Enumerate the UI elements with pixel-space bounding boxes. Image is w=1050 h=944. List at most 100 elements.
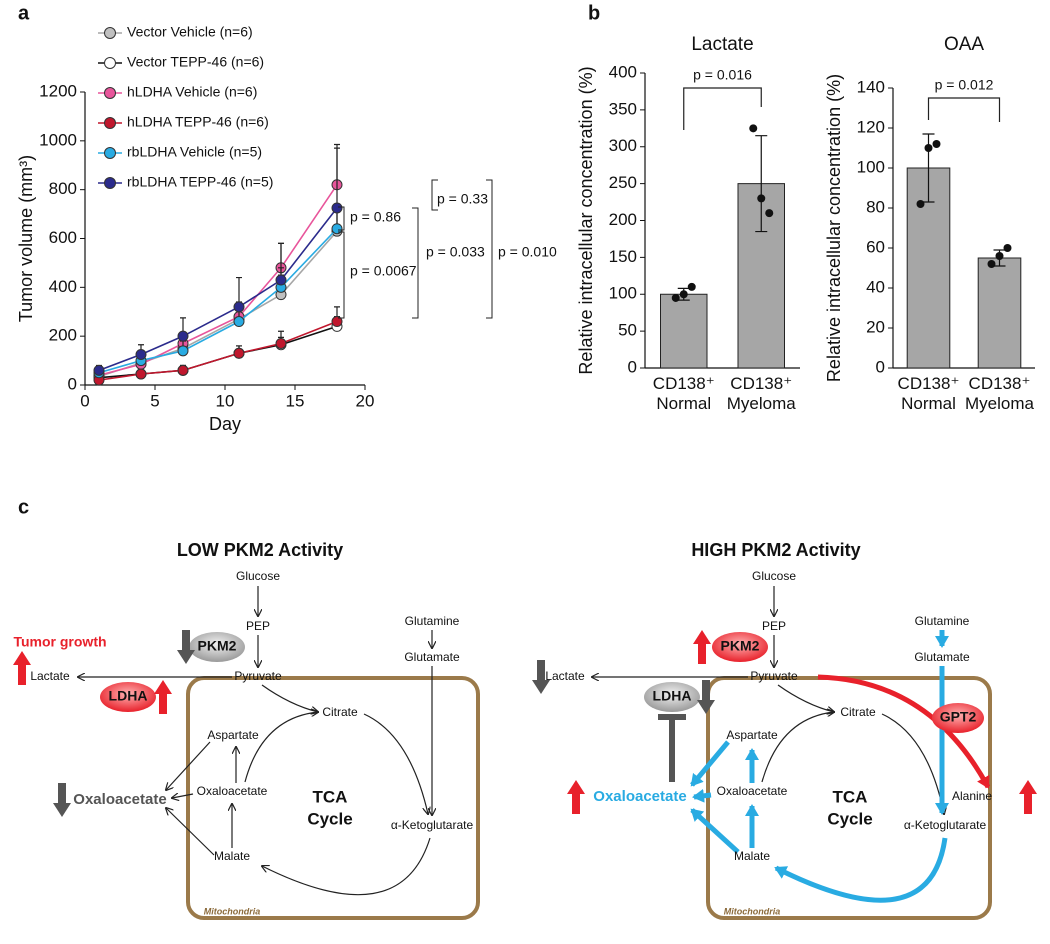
y-tick-label: 1200 bbox=[39, 81, 77, 100]
diagram-label: Aspartate bbox=[726, 728, 778, 742]
series-line bbox=[98, 320, 338, 381]
data-point bbox=[757, 194, 766, 203]
data-point bbox=[331, 202, 343, 214]
legend-marker bbox=[104, 147, 116, 159]
diagram-label: Malate bbox=[214, 849, 250, 863]
bar bbox=[977, 257, 1022, 369]
series-line bbox=[98, 184, 338, 377]
data-point bbox=[93, 364, 105, 376]
y-tick-label: 140 bbox=[857, 77, 885, 96]
diagram-label: Glutamate bbox=[404, 650, 460, 664]
y-tick-label: 0 bbox=[628, 357, 637, 376]
data-point bbox=[671, 293, 680, 302]
legend-label: hLDHA Vehicle (n=6) bbox=[127, 84, 257, 100]
data-point bbox=[932, 140, 941, 148]
data-point bbox=[177, 345, 189, 357]
legend-label: rbLDHA Vehicle (n=5) bbox=[127, 144, 262, 160]
legend-label: hLDHA TEPP-46 (n=6) bbox=[127, 114, 269, 130]
diagram-label: Pyruvate bbox=[234, 669, 282, 683]
x-tick-label: 15 bbox=[286, 391, 305, 410]
y-tick-label: 50 bbox=[618, 321, 637, 340]
data-point bbox=[987, 260, 996, 268]
data-point bbox=[995, 252, 1004, 260]
data-point bbox=[1003, 244, 1012, 252]
diagram-label: Glucose bbox=[236, 569, 280, 583]
data-point bbox=[177, 364, 189, 376]
enzyme bbox=[932, 703, 984, 733]
x-axis-label: Day bbox=[209, 414, 241, 434]
diagram-label: PEP bbox=[762, 619, 786, 633]
significance-bracket bbox=[431, 179, 438, 211]
diagram-label: Tumor growth bbox=[13, 634, 106, 650]
y-tick-label: 400 bbox=[49, 277, 77, 296]
x-tick-label: CD138⁺ Myeloma bbox=[965, 374, 1034, 413]
low-arrows bbox=[78, 586, 432, 896]
y-tick-label: 100 bbox=[857, 157, 885, 176]
data-point bbox=[135, 368, 147, 380]
legend-label: rbLDHA TEPP-46 (n=5) bbox=[127, 174, 273, 190]
enzyme bbox=[644, 682, 700, 712]
series-line bbox=[98, 228, 338, 374]
legend-marker bbox=[104, 87, 116, 99]
y-axis-label: Relative intracellular concentration (%) bbox=[576, 66, 596, 374]
diagram-label: Oxaloacetate bbox=[197, 784, 268, 798]
series-line bbox=[98, 325, 338, 379]
y-tick-label: 200 bbox=[49, 326, 77, 345]
chart-title: Lactate bbox=[691, 34, 753, 55]
diagram-label: HIGH PKM2 Activity bbox=[691, 540, 860, 560]
significance-bracket bbox=[338, 206, 345, 231]
diagram-label: Oxaloacetate bbox=[593, 788, 686, 805]
x-tick-label: CD138⁺ Normal bbox=[897, 374, 960, 413]
significance-bracket bbox=[338, 231, 345, 319]
y-tick-label: 20 bbox=[866, 317, 885, 336]
y-tick-label: 80 bbox=[866, 197, 885, 216]
x-tick-label: 10 bbox=[216, 391, 235, 410]
panel-label: b bbox=[588, 2, 600, 24]
enzyme bbox=[189, 632, 245, 662]
diagram-label: Lactate bbox=[545, 669, 585, 683]
y-tick-label: 100 bbox=[609, 284, 637, 303]
y-tick-label: 120 bbox=[857, 117, 885, 136]
high-arrows bbox=[592, 586, 991, 903]
significance-bracket bbox=[683, 87, 762, 130]
legend-label: Vector TEPP-46 (n=6) bbox=[127, 54, 264, 70]
diagram-label: Pyruvate bbox=[750, 669, 798, 683]
panel-label: a bbox=[18, 2, 30, 24]
significance-bracket bbox=[486, 179, 493, 319]
legend-marker bbox=[104, 177, 116, 189]
diagram-label: PEP bbox=[246, 619, 270, 633]
diagram-label: LOW PKM2 Activity bbox=[177, 540, 343, 560]
y-tick-label: 0 bbox=[876, 357, 885, 376]
data-point bbox=[135, 348, 147, 360]
trend-arrow bbox=[13, 651, 31, 685]
diagram-label: Glucose bbox=[752, 569, 796, 583]
y-tick-label: 600 bbox=[49, 228, 77, 247]
data-point bbox=[749, 124, 758, 133]
data-point bbox=[331, 223, 343, 235]
y-tick-label: 400 bbox=[609, 62, 637, 81]
enzyme bbox=[712, 632, 768, 662]
y-tick-label: 150 bbox=[609, 247, 637, 266]
p-value: p = 0.33 bbox=[437, 191, 488, 207]
legend-marker bbox=[104, 27, 116, 39]
y-tick-label: 40 bbox=[866, 277, 885, 296]
y-tick-label: 250 bbox=[609, 173, 637, 192]
legend-marker bbox=[104, 57, 116, 69]
diagram-label: Oxaloacetate bbox=[717, 784, 788, 798]
mitochondrion bbox=[186, 676, 480, 920]
data-point bbox=[916, 200, 925, 208]
chart-title: OAA bbox=[944, 34, 984, 55]
diagram-label: Mitochondria bbox=[204, 906, 261, 916]
diagram-label: PKM2 bbox=[721, 638, 760, 654]
diagram-label: α-Ketoglutarate bbox=[904, 818, 987, 832]
p-value: p = 0.0067 bbox=[350, 263, 417, 279]
y-tick-label: 0 bbox=[68, 374, 77, 393]
error-bar bbox=[334, 143, 340, 208]
data-point bbox=[765, 209, 774, 218]
x-tick-label: 0 bbox=[80, 391, 89, 410]
diagram-label: LDHA bbox=[653, 688, 692, 704]
trend-arrow bbox=[567, 780, 585, 814]
diagram-label: GPT2 bbox=[940, 709, 977, 725]
y-tick-label: 1000 bbox=[39, 130, 77, 149]
